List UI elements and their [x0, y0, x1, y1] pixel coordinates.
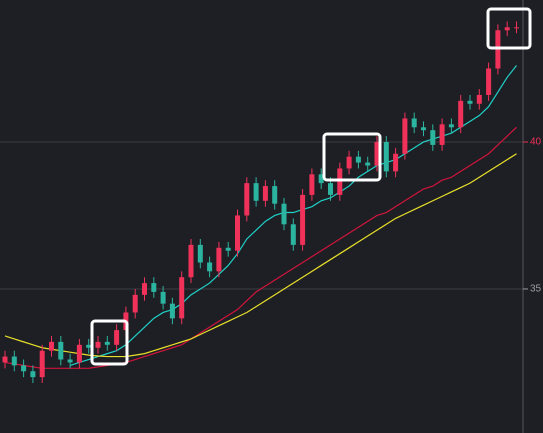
candle-body: [421, 127, 426, 131]
candle-body: [365, 162, 371, 166]
candle-body: [132, 294, 138, 313]
candle-body: [318, 174, 324, 184]
y-tick-label: 40: [530, 137, 542, 148]
candle-body: [151, 283, 157, 292]
moving-average-line: [4, 153, 517, 358]
candle-body: [476, 94, 482, 104]
moving-average-line: [4, 126, 517, 369]
candle-body: [169, 303, 175, 319]
candle-body: [458, 100, 464, 128]
candle-body: [439, 124, 445, 145]
candle-body: [290, 224, 296, 245]
candle-body: [346, 156, 352, 169]
candle-body: [188, 244, 194, 278]
candle-body: [374, 141, 380, 166]
candle-body: [355, 156, 361, 163]
candle-body: [11, 356, 17, 366]
candle-body: [49, 341, 54, 351]
candle-body: [58, 341, 64, 360]
candle-body: [114, 330, 120, 345]
candle-body: [393, 153, 399, 172]
candle-body: [328, 183, 333, 195]
candle-body: [430, 130, 436, 145]
candle-body: [262, 186, 268, 201]
candle-body: [411, 118, 417, 128]
highlight-box: [90, 319, 129, 366]
highlight-box: [322, 132, 382, 182]
candle-body: [160, 291, 166, 304]
candle-body: [76, 344, 82, 363]
candle-body: [272, 186, 278, 204]
candle-body: [486, 68, 492, 95]
candle-body: [402, 118, 408, 154]
candle-body: [337, 168, 343, 195]
candle-body: [142, 283, 147, 295]
candle-body: [67, 359, 73, 363]
candle-body: [86, 344, 92, 348]
candle-body: [104, 341, 110, 345]
candle-body: [300, 194, 306, 245]
candle-body: [207, 262, 213, 272]
candle-body: [281, 203, 287, 225]
candle-body: [504, 27, 510, 31]
highlight-box: [486, 7, 532, 50]
y-tick-label: 35: [530, 284, 542, 295]
candle-body: [235, 215, 240, 251]
candle-body: [253, 183, 259, 201]
candle-body: [39, 350, 45, 378]
candle-body: [179, 277, 185, 319]
candle-body: [244, 183, 250, 216]
candle-body: [2, 356, 8, 363]
candle-body: [95, 341, 101, 348]
candle-body: [467, 100, 473, 104]
candle-body: [197, 244, 203, 263]
candle-body: [514, 27, 519, 29]
candle-body: [21, 365, 27, 372]
candle-body: [448, 124, 454, 128]
candle-body: [225, 247, 231, 251]
highlight-boxes: [90, 7, 532, 366]
candle-body: [309, 174, 315, 195]
candle-body: [216, 247, 222, 272]
candle-body: [383, 141, 389, 172]
candle-body: [30, 371, 36, 378]
